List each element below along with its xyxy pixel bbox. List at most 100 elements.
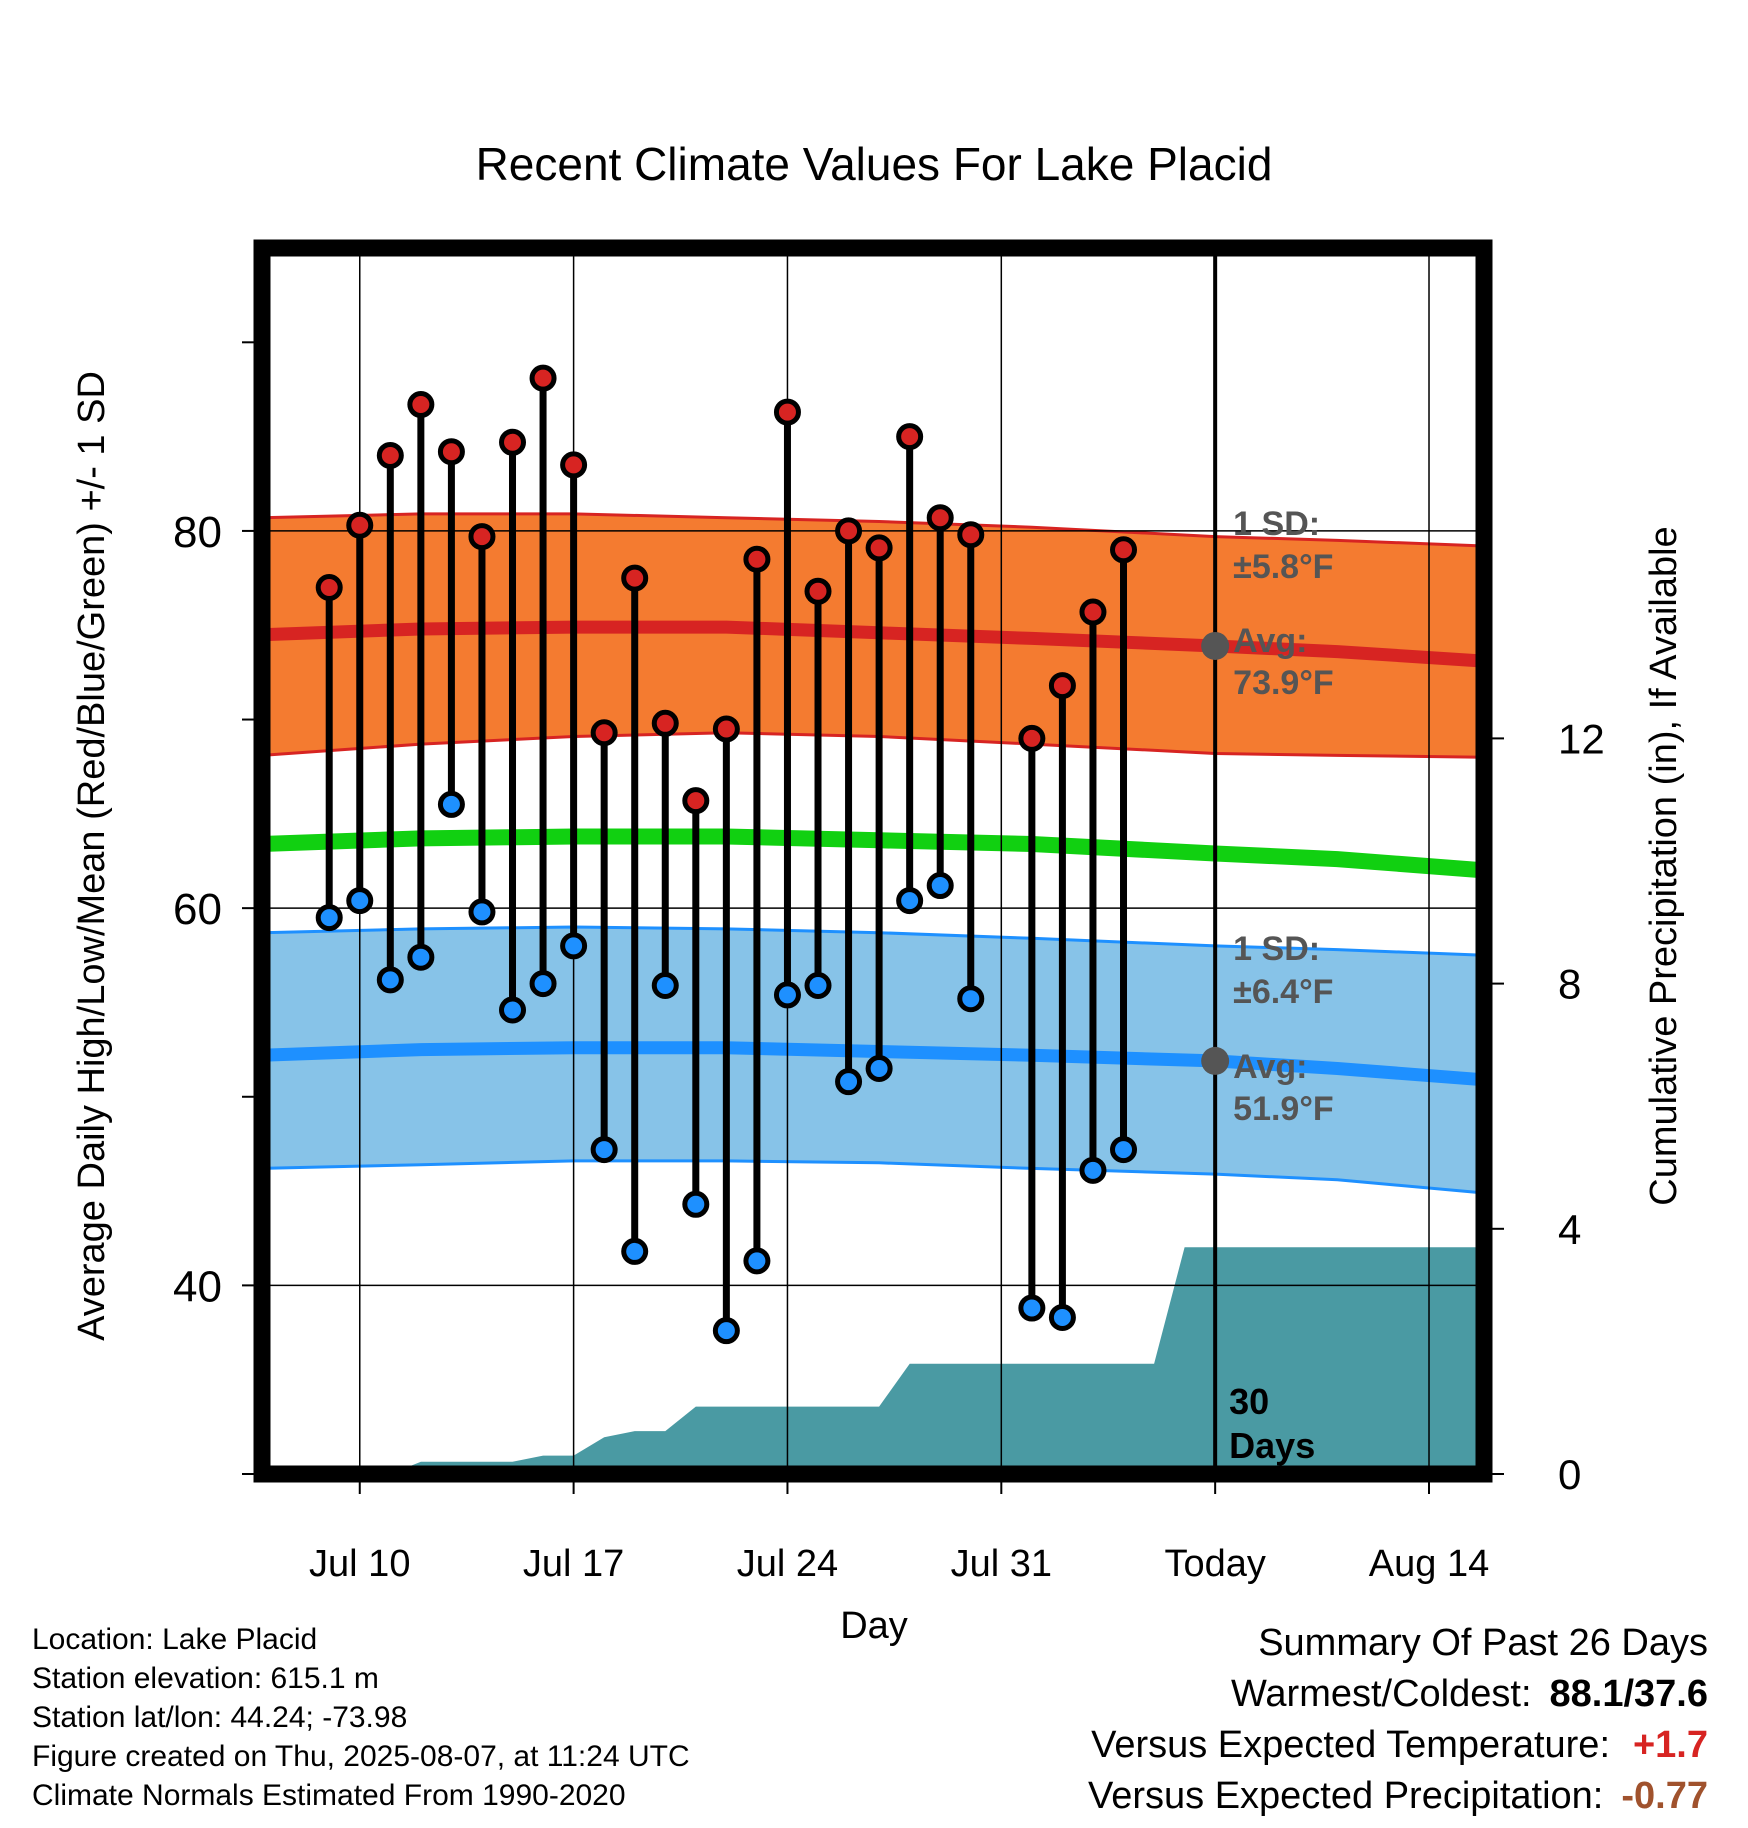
station-info: Location: Lake Placid Station elevation:… — [32, 1620, 690, 1815]
daily-high-point — [376, 441, 404, 469]
y-tick-label-left: 80 — [173, 508, 222, 557]
daily-high-point — [743, 545, 771, 573]
temp-anomaly-label: Versus Expected Temperature: — [1091, 1724, 1610, 1766]
daily-high-point — [621, 564, 649, 592]
precip-anomaly-label: Versus Expected Precipitation: — [1087, 1775, 1604, 1817]
daily-high-point — [712, 715, 740, 743]
y-tick-label-left: 60 — [173, 885, 222, 934]
temp-anomaly-value: +1.7 — [1632, 1724, 1708, 1766]
daily-high-point — [468, 523, 496, 551]
daily-high-point — [835, 517, 863, 545]
y-tick-label-right: 12 — [1558, 715, 1605, 762]
chart-title: Recent Climate Values For Lake Placid — [476, 138, 1273, 190]
daily-high-point — [682, 787, 710, 815]
y-axis-label-right: Cumulative Precipitation (in), If Availa… — [1643, 526, 1685, 1205]
info-elevation: Station elevation: 615.1 m — [32, 1662, 379, 1695]
summary-warmest-coldest: Warmest/Coldest: 88.1/37.6 — [1088, 1669, 1708, 1720]
daily-high-point — [651, 709, 679, 737]
y-tick-label-right: 8 — [1558, 961, 1581, 1008]
high-sd-label: 1 SD: — [1233, 505, 1320, 543]
plot-frame — [253, 239, 1493, 1483]
daily-low-point — [1110, 1136, 1138, 1164]
daily-low-point — [315, 904, 343, 932]
daily-high-point — [499, 428, 527, 456]
daily-high-point — [773, 398, 801, 426]
summary-panel: Summary Of Past 26 Days Warmest/Coldest:… — [1088, 1618, 1708, 1822]
daily-low-point — [376, 966, 404, 994]
x-tick-label: Today — [1164, 1543, 1265, 1585]
daily-low-point — [651, 971, 679, 999]
low-avg-label: Avg: — [1233, 1048, 1307, 1086]
precipitation-area — [262, 1247, 1484, 1474]
normal-low-band-lower-edge — [261, 1159, 1485, 1195]
summary-title: Summary Of Past 26 Days — [1258, 1622, 1708, 1664]
daily-low-point — [835, 1068, 863, 1096]
daily-low-point — [1079, 1156, 1107, 1184]
y-tick-label-right: 0 — [1558, 1451, 1581, 1498]
daily-low-point — [712, 1317, 740, 1345]
daily-low-point — [529, 970, 557, 998]
info-normals: Climate Normals Estimated From 1990-2020 — [32, 1779, 626, 1812]
plot-area: 1 SD: ±5.8°F Avg: 73.9°F 1 SD: ±6.4°F Avg: 51.9… — [173, 239, 1605, 1585]
y-tick-label-left: 40 — [173, 1262, 222, 1311]
today-days-label: 30 — [1229, 1381, 1269, 1422]
daily-low-point — [407, 943, 435, 971]
x-tick-label: Jul 10 — [309, 1543, 410, 1585]
daily-low-point — [590, 1136, 618, 1164]
low-avg-value: 51.9°F — [1233, 1090, 1334, 1128]
x-tick-label: Jul 17 — [523, 1543, 624, 1585]
low-sd-label: 1 SD: — [1233, 930, 1320, 968]
high-average-marker — [1201, 631, 1230, 660]
summary-precip: Versus Expected Precipitation: -0.77 — [1088, 1771, 1708, 1822]
daily-high-point — [957, 521, 985, 549]
x-tick-label: Jul 24 — [737, 1543, 838, 1585]
daily-low-point — [926, 872, 954, 900]
warmest-coldest-label: Warmest/Coldest: — [1230, 1673, 1532, 1715]
warmest-coldest-value: 88.1/37.6 — [1549, 1673, 1708, 1715]
daily-low-point — [468, 898, 496, 926]
daily-high-point — [560, 451, 588, 479]
daily-low-point — [499, 996, 527, 1024]
daily-low-point — [437, 790, 465, 818]
daily-high-point — [529, 364, 557, 392]
high-sd-value: ±5.8°F — [1233, 548, 1333, 586]
daily-high-point — [896, 423, 924, 451]
normal-high-band-upper-edge — [261, 512, 1485, 548]
info-location: Location: Lake Placid — [32, 1623, 318, 1656]
low-average-marker — [1201, 1046, 1230, 1075]
daily-high-point — [1110, 536, 1138, 564]
y-tick-label-right: 4 — [1558, 1206, 1581, 1253]
daily-low-point — [804, 971, 832, 999]
daily-high-point — [437, 438, 465, 466]
daily-low-point — [560, 932, 588, 960]
daily-low-point — [346, 887, 374, 915]
daily-low-point — [957, 985, 985, 1013]
daily-high-point — [804, 577, 832, 605]
x-axis-label: Day — [840, 1605, 908, 1647]
daily-low-point — [682, 1190, 710, 1218]
daily-low-point — [1048, 1303, 1076, 1331]
daily-high-point — [315, 574, 343, 602]
high-avg-label: Avg: — [1233, 622, 1307, 660]
daily-high-point — [1048, 672, 1076, 700]
daily-low-point — [773, 981, 801, 1009]
daily-high-point — [865, 534, 893, 562]
daily-low-point — [621, 1237, 649, 1265]
daily-high-point — [590, 719, 618, 747]
daily-low-point — [743, 1247, 771, 1275]
daily-high-point — [926, 504, 954, 532]
today-days-label: Days — [1229, 1425, 1315, 1466]
daily-high-point — [1079, 598, 1107, 626]
daily-low-point — [896, 887, 924, 915]
daily-low-point — [1018, 1294, 1046, 1322]
precip-anomaly-value: -0.77 — [1621, 1775, 1708, 1817]
daily-high-point — [1018, 724, 1046, 752]
x-tick-label: Aug 14 — [1369, 1543, 1489, 1585]
daily-high-point — [407, 391, 435, 419]
low-sd-value: ±6.4°F — [1233, 973, 1333, 1011]
daily-high-point — [346, 511, 374, 539]
y-axis-label-left: Average Daily High/Low/Mean (Red/Blue/Gr… — [71, 371, 113, 1341]
info-created: Figure created on Thu, 2025-08-07, at 11… — [32, 1740, 690, 1773]
daily-low-point — [865, 1054, 893, 1082]
